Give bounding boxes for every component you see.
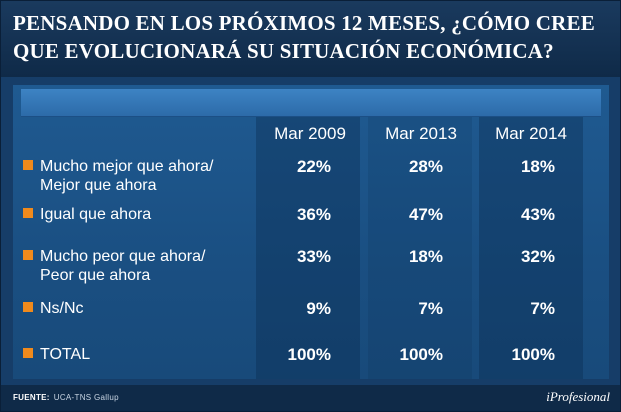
column-shade bbox=[256, 117, 360, 379]
square-bullet-icon bbox=[23, 302, 33, 312]
column-header: Mar 2013 bbox=[385, 124, 457, 143]
value-cell: 33% bbox=[296, 247, 331, 266]
row-label-line: Mejor que ahora bbox=[40, 177, 157, 194]
value-cell: 22% bbox=[296, 157, 331, 176]
source-label: FUENTE: bbox=[13, 393, 50, 402]
value-cell: 7% bbox=[418, 299, 443, 318]
square-bullet-icon bbox=[23, 208, 33, 218]
source-text: UCA-TNS Gallup bbox=[53, 393, 119, 402]
brand-logo: iProfesional bbox=[546, 389, 610, 404]
value-cell: 47% bbox=[408, 205, 443, 224]
value-cell: 100% bbox=[399, 345, 443, 364]
value-cell: 18% bbox=[520, 157, 555, 176]
row-label-line: Mucho peor que ahora/ bbox=[40, 248, 206, 265]
row-label-text: TOTAL bbox=[40, 345, 90, 364]
row-label-text: Ns/Nc bbox=[40, 299, 84, 318]
source-note: FUENTE: UCA-TNS Gallup bbox=[13, 393, 119, 402]
title-line-2: QUE EVOLUCIONARÁ SU SITUACIÓN ECONÓMICA? bbox=[13, 39, 554, 63]
row-label-line: Ns/Nc bbox=[40, 300, 84, 317]
row-label: TOTAL bbox=[23, 345, 90, 364]
value-cell: 9% bbox=[306, 299, 331, 318]
footer: FUENTE: UCA-TNS Gallup iProfesional bbox=[1, 385, 620, 411]
column-shade bbox=[479, 117, 583, 379]
column-shade bbox=[368, 117, 472, 379]
column-header: Mar 2014 bbox=[495, 124, 567, 143]
row-label-text: Mucho peor que ahora/Peor que ahora bbox=[40, 247, 205, 285]
row-label-line: Peor que ahora bbox=[40, 267, 151, 284]
row-label-line: TOTAL bbox=[40, 346, 91, 363]
square-bullet-icon bbox=[23, 250, 33, 260]
value-cell: 100% bbox=[511, 345, 555, 364]
value-cell: 100% bbox=[287, 345, 331, 364]
row-label: Igual que ahora bbox=[23, 205, 151, 224]
title-line-1: PENSANDO EN LOS PRÓXIMOS 12 MESES, ¿CÓMO… bbox=[13, 11, 595, 35]
row-label: Mucho peor que ahora/Peor que ahora bbox=[23, 247, 205, 285]
row-label-line: Mucho mejor que ahora/ bbox=[40, 158, 214, 175]
value-cell: 43% bbox=[520, 205, 555, 224]
table-panel bbox=[13, 85, 609, 379]
row-label-text: Igual que ahora bbox=[40, 205, 151, 224]
value-cell: 18% bbox=[408, 247, 443, 266]
value-cell: 36% bbox=[296, 205, 331, 224]
row-label-line: Igual que ahora bbox=[40, 206, 152, 223]
column-header: Mar 2009 bbox=[274, 124, 346, 143]
table-header-bar bbox=[21, 89, 601, 117]
row-label: Mucho mejor que ahora/Mejor que ahora bbox=[23, 157, 213, 195]
row-label-text: Mucho mejor que ahora/Mejor que ahora bbox=[40, 157, 213, 195]
row-label: Ns/Nc bbox=[23, 299, 84, 318]
square-bullet-icon bbox=[23, 348, 33, 358]
value-cell: 7% bbox=[530, 299, 555, 318]
value-cell: 28% bbox=[408, 157, 443, 176]
value-cell: 32% bbox=[520, 247, 555, 266]
square-bullet-icon bbox=[23, 160, 33, 170]
title-block: PENSANDO EN LOS PRÓXIMOS 12 MESES, ¿CÓMO… bbox=[1, 1, 620, 77]
